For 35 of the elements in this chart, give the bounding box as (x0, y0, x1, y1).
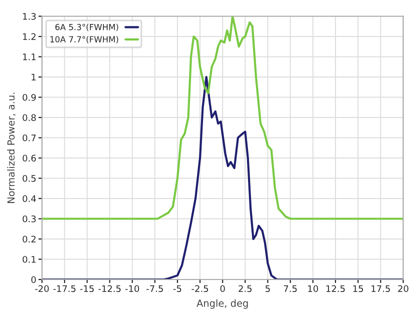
x-tick-label: 15 (353, 285, 364, 292)
x-tick-label: -17.5 (53, 285, 76, 292)
x-tick-label: 17.5 (372, 285, 390, 292)
y-tick-label: 1 (32, 74, 36, 80)
x-tick-label: 12.5 (326, 285, 345, 292)
x-tick-label: -10 (125, 285, 140, 292)
y-tick-label: 0 (31, 276, 36, 284)
y-tick-label: 1.1 (23, 54, 36, 60)
x-tick-label: -15 (80, 285, 94, 292)
y-tick-label: 0.5 (22, 174, 36, 182)
y-tick-label: 0.1 (22, 256, 36, 263)
x-tick-label: -20 (35, 285, 49, 292)
x-tick-label: 10 (308, 285, 318, 292)
x-tick-label: -7.5 (146, 285, 163, 292)
y-tick-label: 0.4 (22, 195, 36, 202)
x-tick-label: 20 (398, 285, 408, 292)
x-tick-label: 2.5 (238, 285, 252, 292)
x-tick-label: -12.5 (98, 285, 121, 292)
x-tick-label: -2.5 (192, 285, 208, 292)
y-tick-label: 1.2 (23, 33, 36, 40)
y-tick-label: 0.2 (22, 236, 36, 243)
y-tick-label: 1.3 (23, 12, 36, 20)
legend-label: 10A 7.7°(FWHM) (50, 36, 118, 44)
legend-label: 6A 5.3°(FWHM) (55, 24, 118, 32)
x-tick-label: -5 (173, 285, 182, 292)
x-tick-label: 5 (266, 285, 270, 292)
y-tick-label: 0.8 (22, 114, 36, 122)
y-tick-label: 0.7 (22, 134, 36, 142)
y-axis-title: Normalized Power, a.u. (7, 92, 16, 203)
y-tick-label: 0.3 (22, 215, 36, 222)
x-tick-label: 0 (220, 285, 225, 292)
x-axis-title: Angle, deg (196, 299, 248, 309)
y-tick-label: 0.9 (22, 94, 36, 101)
y-tick-label: 0.6 (22, 154, 36, 162)
x-tick-label: 7.5 (284, 285, 297, 292)
